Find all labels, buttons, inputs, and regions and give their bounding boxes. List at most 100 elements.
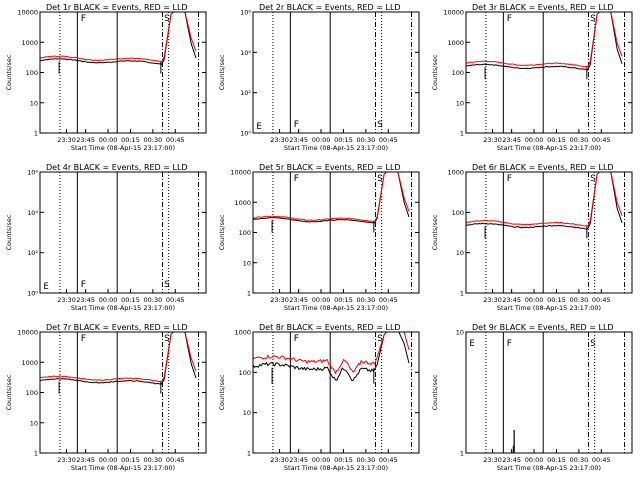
- x-axis-label: Start Time (08-Apr-15 23:17:00): [284, 464, 388, 472]
- y-tick-label: 1: [34, 450, 38, 458]
- y-tick-label: 10000: [17, 9, 38, 17]
- y-tick-label: 10: [243, 409, 251, 417]
- x-tick-label: 00:00: [525, 456, 544, 464]
- chart-title: Det 8r BLACK = Events, RED = LLD: [259, 323, 401, 332]
- chart-title: Det 2r BLACK = Events, RED = LLD: [259, 3, 401, 12]
- x-tick-label: 00:45: [592, 296, 611, 304]
- x-tick-label: 00:45: [379, 136, 398, 144]
- marker-s: S: [590, 174, 595, 184]
- y-tick-label: 1000: [447, 39, 464, 47]
- chart-title: Det 5r BLACK = Events, RED = LLD: [259, 163, 401, 172]
- events-series: [466, 12, 623, 71]
- x-tick-label: 00:45: [379, 456, 398, 464]
- x-tick-label: 00:00: [99, 136, 118, 144]
- chart-title: Det 1r BLACK = Events, RED = LLD: [46, 3, 188, 12]
- x-tick-label: 00:15: [334, 136, 353, 144]
- marker-s: S: [164, 280, 169, 290]
- marker-f: F: [81, 280, 86, 290]
- marker-f: F: [294, 174, 299, 184]
- y-tick-label: 10: [456, 249, 464, 257]
- y-tick-label: 1: [34, 130, 38, 138]
- y-tick-label: 10⁴: [27, 209, 38, 217]
- x-axis-label: Start Time (08-Apr-15 23:17:00): [71, 304, 175, 312]
- y-axis-label: Counts/sec: [5, 54, 13, 90]
- chart-title: Det 3r BLACK = Events, RED = LLD: [472, 3, 614, 12]
- y-tick-label: 10⁶: [27, 169, 38, 177]
- chart-panel-4: Det 4r BLACK = Events, RED = LLD 10⁰ 10² 10…: [5, 163, 207, 312]
- plot-area: [40, 332, 197, 394]
- x-tick-label: 00:00: [312, 296, 331, 304]
- plot-frame: [465, 171, 633, 294]
- plot-frame: [252, 331, 420, 454]
- x-tick-label: 23:45: [76, 296, 95, 304]
- marker-s: S: [590, 14, 595, 24]
- x-tick-label: 00:45: [166, 296, 185, 304]
- x-tick-label: 00:45: [592, 136, 611, 144]
- x-tick-label: 00:15: [334, 296, 353, 304]
- x-tick-label: 00:30: [357, 296, 376, 304]
- y-tick-label: 10: [456, 329, 464, 337]
- y-tick-label: 10²: [27, 249, 38, 257]
- y-tick-label: 100: [26, 389, 38, 397]
- chart-panel-2: Det 2r BLACK = Events, RED = LLD 10⁰ 10² 10…: [218, 3, 420, 152]
- x-tick-label: 23:30: [57, 136, 76, 144]
- x-tick-label: 00:15: [121, 136, 140, 144]
- y-tick-label: 1000: [234, 329, 251, 337]
- x-axis-label: Start Time (08-Apr-15 23:17:00): [284, 144, 388, 152]
- y-axis-label: Counts/sec: [431, 214, 439, 250]
- marker-e: E: [256, 122, 261, 132]
- x-tick-label: 23:30: [270, 136, 289, 144]
- y-tick-label: 10: [456, 99, 464, 107]
- marker-f: F: [294, 120, 299, 130]
- x-tick-label: 23:45: [289, 296, 308, 304]
- chart-panel-3: Det 3r BLACK = Events, RED = LLD 1 10 100 10…: [431, 3, 633, 152]
- x-tick-label: 00:00: [99, 456, 118, 464]
- marker-f: F: [294, 334, 299, 344]
- marker-f: F: [507, 14, 512, 24]
- x-tick-label: 23:30: [270, 296, 289, 304]
- x-tick-label: 00:30: [144, 136, 163, 144]
- x-tick-label: 23:45: [502, 296, 521, 304]
- plot-area: [253, 332, 410, 384]
- y-tick-label: 1: [460, 290, 464, 298]
- plot-area: [466, 12, 623, 80]
- lld-series: [466, 172, 623, 227]
- x-axis-label: Start Time (08-Apr-15 23:17:00): [71, 464, 175, 472]
- x-tick-label: 00:15: [121, 456, 140, 464]
- marker-s: S: [164, 334, 169, 344]
- y-tick-label: 1: [460, 130, 464, 138]
- y-axis-label: Counts/sec: [5, 214, 13, 250]
- marker-s: S: [164, 14, 169, 24]
- x-tick-label: 23:45: [502, 136, 521, 144]
- chart-panel-8: Det 8r BLACK = Events, RED = LLD 1 10 100 10…: [218, 323, 420, 472]
- x-tick-label: 23:30: [483, 136, 502, 144]
- x-tick-label: 00:45: [592, 456, 611, 464]
- events-series: [40, 12, 197, 66]
- x-tick-label: 00:30: [357, 136, 376, 144]
- chart-panel-7: Det 7r BLACK = Events, RED = LLD 1 10 100 10…: [5, 323, 207, 472]
- x-tick-label: 00:30: [144, 296, 163, 304]
- marker-f: F: [507, 339, 512, 349]
- chart-title: Det 4r BLACK = Events, RED = LLD: [46, 163, 188, 172]
- x-tick-label: 00:00: [312, 456, 331, 464]
- x-axis-label: Start Time (08-Apr-15 23:17:00): [284, 304, 388, 312]
- y-tick-label: 10⁰: [240, 130, 251, 138]
- chart-panel-5: Det 5r BLACK = Events, RED = LLD 1 10 100 10…: [218, 163, 420, 312]
- y-tick-label: 1000: [21, 39, 38, 47]
- x-tick-label: 23:45: [76, 136, 95, 144]
- x-tick-label: 00:00: [99, 296, 118, 304]
- x-tick-label: 00:45: [379, 296, 398, 304]
- events-series: [466, 172, 623, 230]
- y-tick-label: 10000: [17, 329, 38, 337]
- plot-area: [253, 172, 410, 233]
- plot-frame: [252, 11, 420, 134]
- y-tick-label: 100: [452, 69, 464, 77]
- x-tick-label: 00:45: [166, 456, 185, 464]
- y-tick-label: 10000: [443, 9, 464, 17]
- marker-e: E: [469, 339, 474, 349]
- x-tick-label: 00:15: [547, 136, 566, 144]
- y-axis-label: Counts/sec: [5, 374, 13, 410]
- y-axis-label: Counts/sec: [218, 214, 226, 250]
- plot-frame: [465, 11, 633, 134]
- x-tick-label: 23:30: [57, 296, 76, 304]
